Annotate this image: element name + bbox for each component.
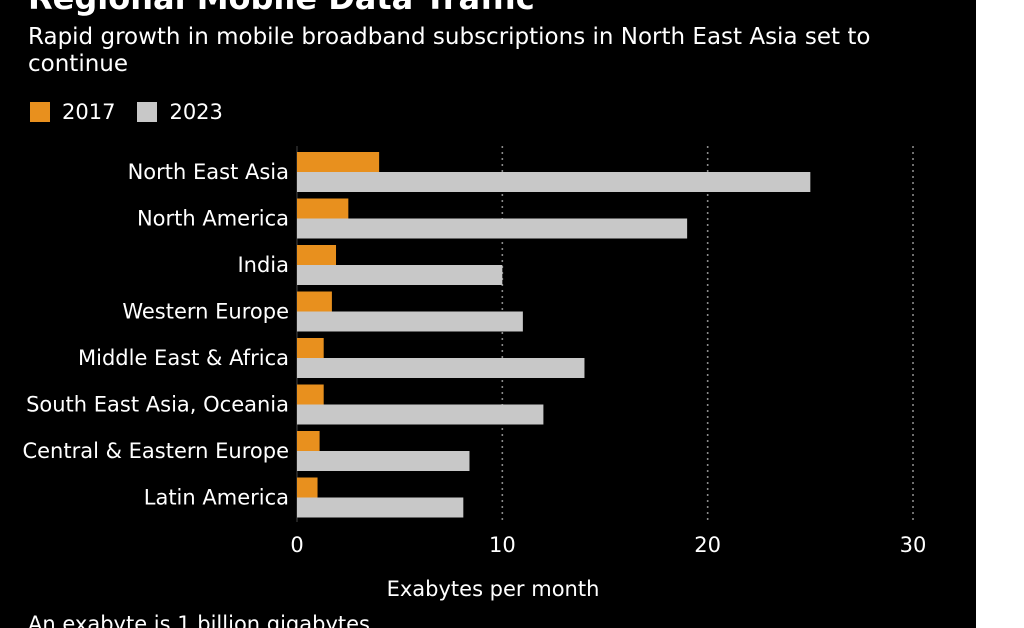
legend-swatch-2023 <box>137 102 158 122</box>
bar-north-america-2023 <box>297 218 688 239</box>
category-label-north-america: North America <box>137 207 289 231</box>
category-label-north-east-asia: North East Asia <box>128 160 289 184</box>
x-tick-labels: 0 10 20 30 <box>290 533 926 557</box>
category-label-western-europe: Western Europe <box>122 300 289 324</box>
x-tick-label-10: 10 <box>489 533 516 557</box>
chart-panel: Regional Mobile Data Traffic Rapid growt… <box>0 0 976 628</box>
legend-item-2023: 2023 <box>137 100 223 124</box>
footnote: An exabyte is 1 billion gigabytes <box>28 612 370 628</box>
bar-latin-america-2017 <box>297 477 318 498</box>
bar-south-east-asia-oceania-2023 <box>297 404 544 425</box>
bar-india-2023 <box>297 265 503 285</box>
bar-middle-east-africa-2017 <box>297 338 324 358</box>
x-tick-label-30: 30 <box>900 533 927 557</box>
bar-south-east-asia-oceania-2017 <box>297 384 324 405</box>
bar-north-east-asia-2023 <box>297 172 811 192</box>
bar-middle-east-africa-2023 <box>297 358 585 378</box>
bar-central-eastern-europe-2017 <box>297 431 320 451</box>
legend-swatch-2017 <box>30 102 50 122</box>
category-label-central-eastern-europe: Central & Eastern Europe <box>22 439 289 463</box>
x-tick-label-20: 20 <box>694 533 721 557</box>
legend: 2017 2023 <box>30 100 245 124</box>
bar-latin-america-2023 <box>297 497 464 518</box>
bar-chart: North East Asia North America India Western… <box>22 146 926 601</box>
bar-north-east-asia-2017 <box>297 152 380 172</box>
bar-north-america-2017 <box>297 198 349 219</box>
legend-label-2023: 2023 <box>169 100 223 124</box>
bar-western-europe-2023 <box>297 311 523 332</box>
category-label-middle-east-africa: Middle East & Africa <box>78 346 289 370</box>
x-axis-label: Exabytes per month <box>387 577 600 601</box>
category-labels: North East Asia North America India Western… <box>22 160 289 510</box>
bar-western-europe-2017 <box>297 291 332 312</box>
category-label-latin-america: Latin America <box>144 486 289 510</box>
legend-item-2017: 2017 <box>30 100 115 124</box>
legend-label-2017: 2017 <box>62 100 116 124</box>
chart-subtitle: Rapid growth in mobile broadband subscri… <box>28 24 871 77</box>
bar-central-eastern-europe-2023 <box>297 451 470 471</box>
chart-title: Regional Mobile Data Traffic <box>28 0 535 18</box>
category-label-south-east-asia-oceania: South East Asia, Oceania <box>26 393 289 417</box>
x-tick-label-0: 0 <box>290 533 303 557</box>
bar-india-2017 <box>297 245 337 265</box>
bars <box>297 152 811 518</box>
category-label-india: India <box>237 253 289 277</box>
